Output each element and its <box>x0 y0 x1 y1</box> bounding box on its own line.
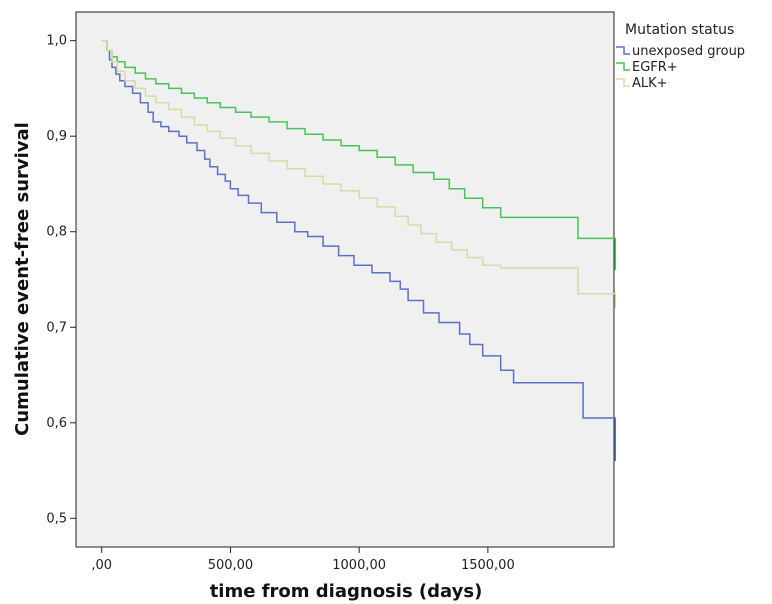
x-tick-label: 1500,00 <box>461 558 515 573</box>
legend-item-label: EGFR+ <box>632 60 678 75</box>
legend-title: Mutation status <box>625 22 734 38</box>
y-tick-label: 0,5 <box>46 511 67 526</box>
y-axis: 0,5 0,6 0,7 0,8 0,9 1,0 <box>46 34 76 526</box>
legend-item-label: unexposed group <box>632 44 745 59</box>
x-tick-label: 1000,00 <box>332 558 386 573</box>
x-tick-label: 500,00 <box>208 558 254 573</box>
y-tick-label: 0,8 <box>46 225 67 240</box>
legend-swatch <box>616 62 630 71</box>
series-line-2 <box>101 39 617 309</box>
x-tick-label: ,00 <box>91 558 112 573</box>
y-tick-label: 0,7 <box>46 320 67 335</box>
x-axis: ,00 500,00 1000,00 1500,00 <box>91 547 515 573</box>
series-line-1 <box>101 39 617 270</box>
plot-area <box>75 11 615 548</box>
y-axis-title: Cumulative event-free survival <box>12 122 33 436</box>
legend-item-label: ALK+ <box>632 76 668 91</box>
series-line-0 <box>101 39 617 461</box>
legend-swatch <box>616 46 630 55</box>
y-tick-label: 0,6 <box>46 416 67 431</box>
x-axis-title: time from diagnosis (days) <box>210 581 483 602</box>
series-group <box>101 39 617 461</box>
y-tick-label: 0,9 <box>46 129 67 144</box>
y-tick-label: 1,0 <box>46 34 67 49</box>
legend-swatch <box>616 78 630 87</box>
